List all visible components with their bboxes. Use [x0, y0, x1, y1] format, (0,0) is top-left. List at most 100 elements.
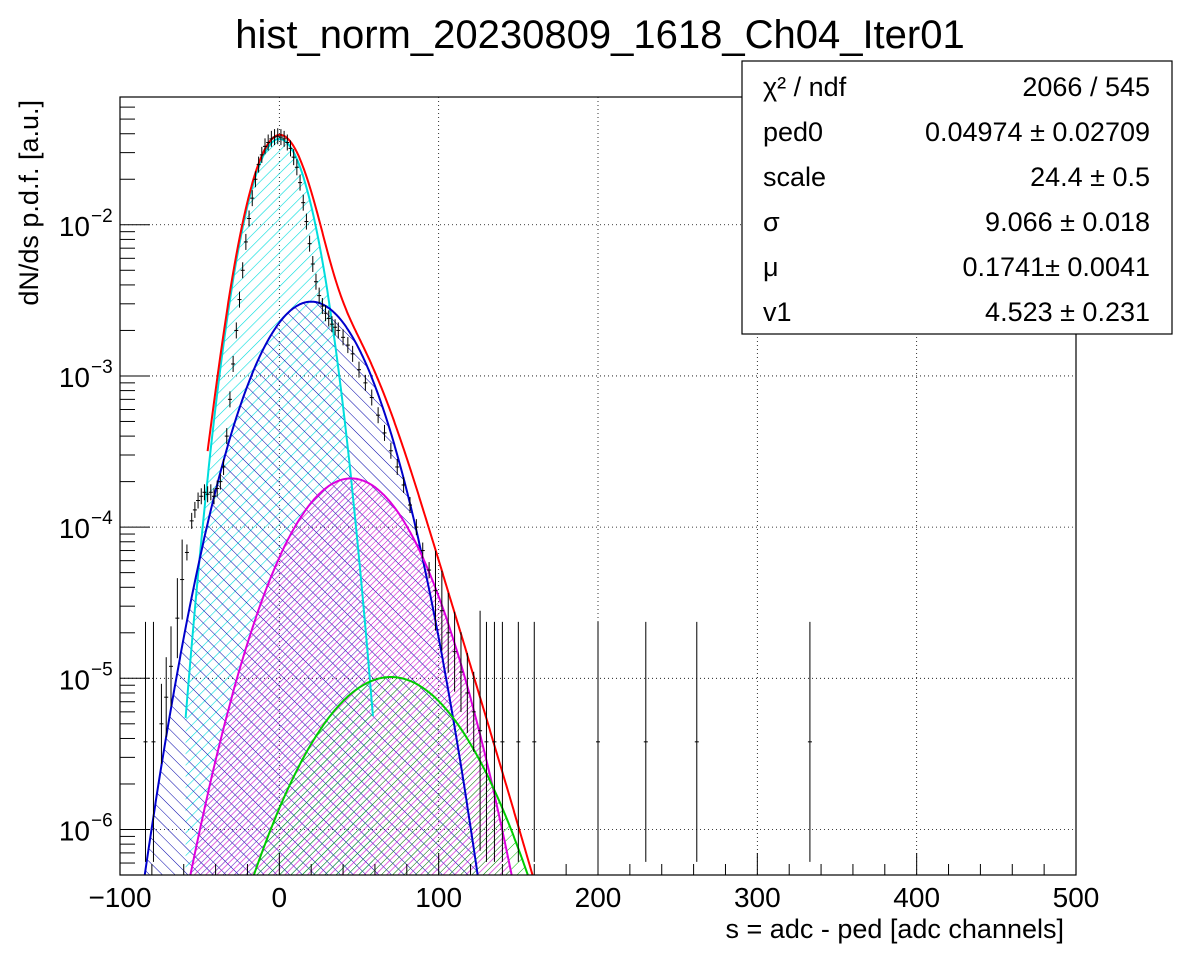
data-point	[291, 149, 296, 166]
y-tick-label: 10 −4	[59, 508, 113, 544]
data-point	[329, 316, 334, 333]
data-point	[272, 129, 277, 146]
x-tick-label: −100	[88, 882, 151, 913]
data-point	[159, 683, 164, 764]
component-curve-green	[252, 676, 529, 875]
data-point	[643, 621, 648, 862]
data-point	[596, 621, 600, 862]
data-point	[269, 130, 274, 147]
y-tick-label: 10 −5	[59, 659, 113, 695]
data-point	[478, 610, 483, 851]
data-point	[227, 391, 232, 408]
data-point	[151, 621, 156, 862]
data-point	[516, 621, 521, 862]
data-point	[237, 291, 242, 308]
y-tick-label: 10 −3	[59, 357, 113, 393]
data-point	[357, 361, 361, 378]
stats-value: 4.523 ± 0.231	[985, 297, 1150, 327]
x-axis-ticks: −100 0 100 200 300 400 500	[88, 853, 1099, 913]
data-point	[221, 458, 226, 475]
data-points-layer	[143, 128, 812, 862]
data-point	[382, 424, 387, 441]
x-tick-label: 100	[415, 882, 462, 913]
stats-label: μ	[763, 252, 779, 282]
data-point	[196, 492, 201, 509]
data-point	[307, 235, 312, 252]
data-point	[240, 262, 245, 279]
chart-title: hist_norm_20230809_1618_Ch04_Iter01	[235, 13, 964, 57]
y-axis-label: dN/ds p.d.f. [a.u.]	[14, 100, 44, 306]
data-point	[345, 337, 350, 354]
data-point	[465, 652, 470, 733]
data-point	[192, 501, 197, 518]
data-point	[282, 130, 287, 147]
data-point	[189, 512, 194, 529]
data-point	[175, 578, 180, 659]
y-tick-base: 10	[59, 513, 90, 544]
data-point	[369, 389, 374, 406]
data-point	[532, 621, 537, 862]
data-point	[250, 190, 255, 207]
y-tick-exponent: −2	[91, 206, 113, 227]
x-tick-label: 0	[272, 882, 288, 913]
data-point	[288, 140, 293, 157]
data-point	[231, 355, 236, 372]
data-point	[500, 621, 505, 862]
data-point	[243, 233, 248, 250]
stats-label: scale	[763, 162, 826, 192]
data-point	[363, 374, 368, 391]
data-point	[285, 134, 290, 151]
data-point	[807, 621, 812, 862]
data-point	[212, 488, 217, 505]
stats-label: σ	[763, 207, 780, 237]
data-point	[310, 256, 315, 273]
data-point	[256, 156, 261, 173]
data-point	[294, 159, 299, 176]
y-tick-base: 10	[59, 211, 90, 242]
stats-value: 0.04974 ± 0.02709	[925, 117, 1150, 147]
data-point	[420, 542, 425, 559]
stats-label: ped0	[763, 117, 823, 147]
data-point	[199, 488, 204, 505]
data-point	[298, 174, 303, 191]
data-point	[168, 626, 173, 707]
y-tick-exponent: −5	[91, 659, 113, 680]
y-tick-base: 10	[59, 815, 90, 846]
x-tick-label: 500	[1053, 882, 1100, 913]
stats-value: 24.4 ± 0.5	[1030, 162, 1150, 192]
x-tick-label: 400	[893, 882, 940, 913]
x-tick-label: 200	[575, 882, 622, 913]
data-point	[184, 544, 189, 561]
data-point	[224, 428, 229, 445]
y-axis-ticks: 10−610−510−410−310−2	[59, 96, 150, 876]
data-point	[218, 473, 223, 490]
data-point	[215, 480, 220, 497]
stats-box: χ² / ndf 2066 / 545 ped0 0.04974 ± 0.02709 s…	[741, 60, 1173, 335]
data-point	[313, 273, 318, 290]
data-point	[143, 621, 148, 862]
data-point	[439, 570, 444, 651]
y-tick-label: 10 −6	[59, 810, 113, 846]
data-point	[234, 322, 239, 339]
data-point	[484, 621, 489, 862]
component-fill-green	[253, 677, 528, 875]
data-point	[202, 484, 207, 501]
data-point	[341, 329, 346, 346]
data-point	[427, 562, 432, 579]
data-point	[401, 476, 406, 493]
data-point	[278, 129, 283, 146]
data-point	[492, 621, 497, 862]
data-point	[336, 322, 341, 339]
data-point	[164, 657, 169, 738]
stats-value: 9.066 ± 0.018	[985, 207, 1150, 237]
y-tick-label: 10 −2	[59, 206, 113, 242]
x-axis-label: s = adc - ped [adc channels]	[726, 914, 1064, 944]
stats-value: 0.1741± 0.0041	[963, 252, 1150, 282]
data-point	[414, 519, 419, 536]
data-point	[694, 621, 699, 862]
data-point	[208, 484, 213, 501]
data-point	[259, 146, 264, 163]
stats-label: v1	[763, 297, 792, 327]
data-point	[433, 550, 438, 631]
